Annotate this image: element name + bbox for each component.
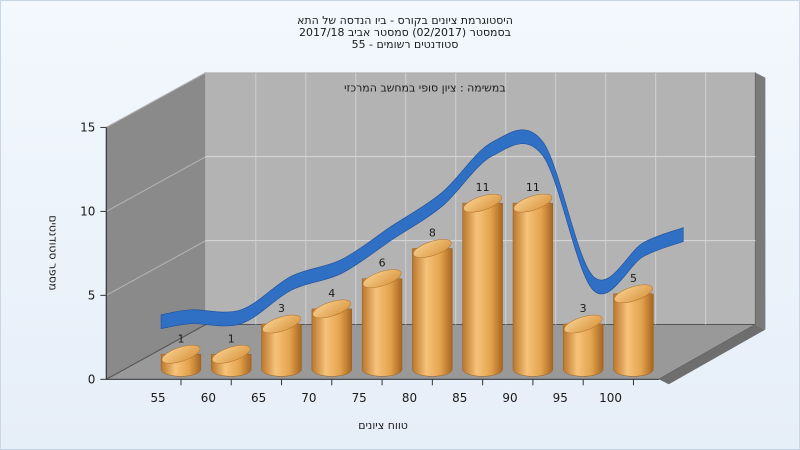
x-tick-label: 90 [502, 391, 517, 405]
bar [160, 344, 202, 377]
bar-body [512, 202, 554, 377]
y-tick-label: 15 [80, 120, 95, 134]
chart-subtitle: במשימה : ציון סופי במחשב המרכזי [344, 82, 506, 95]
bar [613, 284, 654, 377]
bar-body [563, 323, 604, 377]
y-tick-label: 10 [80, 204, 95, 218]
bar [261, 314, 302, 377]
y-tick-label: 5 [88, 288, 96, 302]
x-tick-label: 95 [553, 391, 568, 405]
floor-edge [658, 324, 766, 385]
data-label: 1 [228, 332, 235, 345]
data-label: 4 [328, 287, 335, 300]
data-label: 1 [177, 332, 184, 345]
title-line-2: בסמסטר (02/2017) סמסטר אביב 2017/18 [299, 26, 511, 39]
bar-top [513, 193, 553, 213]
bar-body [613, 293, 654, 377]
y-axis-title: מספר סטודנטים [47, 215, 60, 290]
data-label: 5 [630, 272, 637, 285]
x-tick-label: 70 [301, 391, 316, 405]
data-label: 6 [379, 257, 386, 270]
x-tick-label: 75 [352, 391, 367, 405]
data-label: 11 [476, 181, 490, 194]
title-line-1: היסטוגרמת ציונים בקורס - ביו הנדסה של הת… [297, 14, 513, 27]
bar-top [614, 284, 653, 304]
bar-body [361, 278, 403, 377]
bar [311, 299, 352, 377]
x-tick-label: 80 [402, 391, 417, 405]
bar-top [362, 269, 402, 288]
trend-ribbon [160, 129, 684, 330]
bar [211, 344, 252, 377]
y-axis-ticks: 0 5 10 15 [80, 120, 107, 386]
grid-line-side [106, 240, 207, 296]
x-axis-ticks: 55 60 65 70 75 80 85 90 95 100 [150, 379, 634, 405]
bar-top [211, 344, 251, 364]
data-label: 3 [580, 302, 587, 315]
x-tick-label: 55 [150, 391, 165, 405]
bar [512, 193, 554, 377]
grid-line-side [106, 72, 207, 128]
x-tick-label: 100 [599, 391, 622, 405]
bars [160, 193, 654, 377]
bar-top [312, 299, 352, 319]
x-tick-label: 65 [251, 391, 266, 405]
bar [412, 239, 453, 377]
bar-top [262, 314, 301, 334]
y-tick-label: 0 [88, 372, 96, 386]
data-label: 3 [278, 302, 285, 315]
bar-body [261, 323, 302, 377]
bar [563, 314, 604, 377]
bar-body [412, 248, 453, 377]
x-tick-label: 85 [452, 391, 467, 405]
grid-line-side [106, 156, 207, 212]
title-line-3: סטודנטים רשומים - 55 [352, 38, 459, 51]
bar [361, 269, 403, 377]
wall-edge [755, 72, 766, 330]
bar-body [311, 308, 352, 377]
bar-top [563, 314, 603, 334]
bar-top [463, 193, 502, 213]
trend-curve [160, 129, 684, 330]
x-axis-title: טווח ציונים [358, 419, 408, 432]
data-label: 8 [429, 227, 436, 240]
bar-top [413, 239, 452, 258]
data-label: 11 [526, 181, 540, 194]
bar-body [462, 202, 503, 377]
chart-title: היסטוגרמת ציונים בקורס - ביו הנדסה של הת… [297, 14, 513, 51]
bar [462, 193, 503, 377]
x-tick-label: 60 [201, 391, 216, 405]
bar-top [161, 344, 201, 364]
